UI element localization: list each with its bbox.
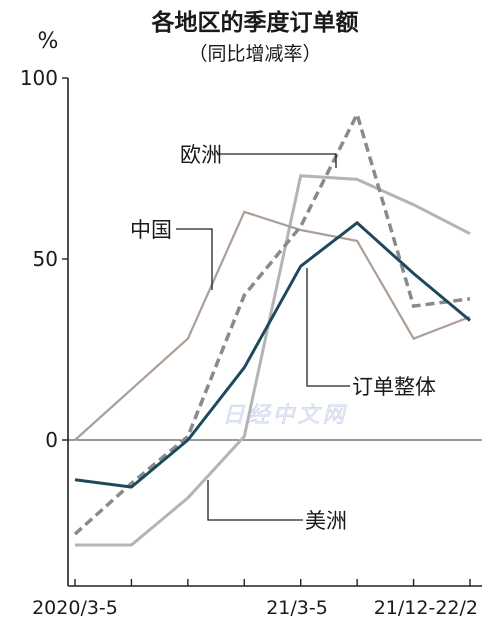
series-lines-group [73,109,471,547]
series-line [74,220,471,489]
series-label: 订单整体 [352,375,436,399]
series-label: 中国 [130,218,172,242]
x-tick-label: 2020/3-5 [32,597,118,619]
x-tick-label: 21/3-5 [266,597,328,619]
x-tick-label: 21/12-22/2 [374,597,478,619]
axes-group: 0 50 100 2020/3-5 21/3-5 21/12-22/2 [20,66,482,619]
watermark-text: 日经中文网 [222,403,347,428]
y-tick-label: 100 [20,66,58,90]
chart-title: 各地区的季度订单额 [151,9,359,36]
y-tick-label: 50 [33,247,58,271]
series-leader-line [306,268,350,387]
series-leader-line [218,153,337,168]
series-label: 欧洲 [180,143,222,167]
series-line [73,109,471,536]
chart-subtitle: （同比增减率） [188,43,321,65]
series-label: 美洲 [305,509,347,533]
series-leader-line [207,480,303,521]
series-leader-line [176,228,213,290]
series-line [74,210,471,441]
series-line [75,174,471,547]
y-axis-unit: % [38,29,59,54]
y-tick-label: 0 [45,428,58,452]
